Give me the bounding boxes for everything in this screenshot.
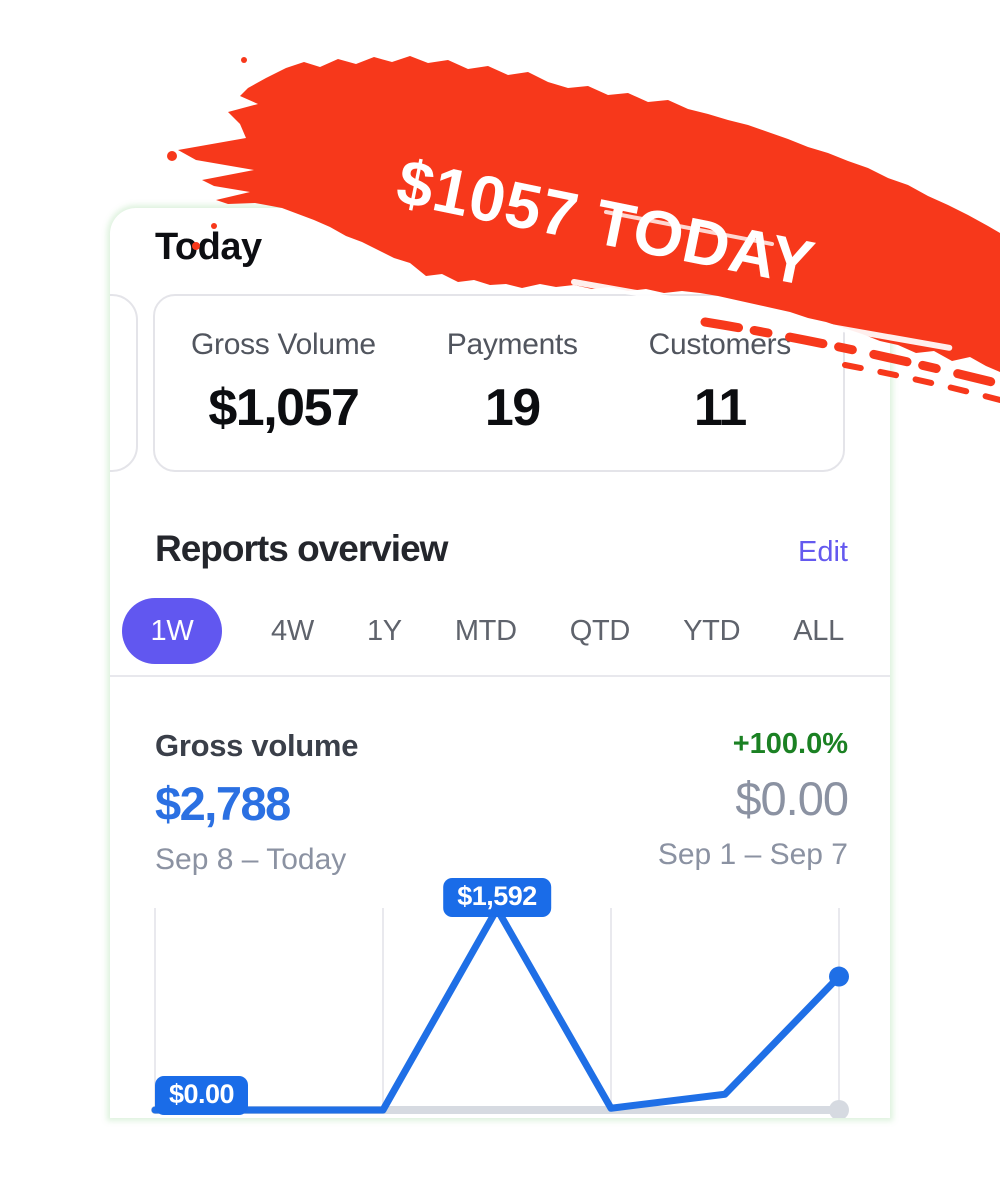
tab-ytd[interactable]: YTD [683,614,741,647]
stripe-dashboard-screenshot: Today Gross Volume $1,057 Payments 19 Cu… [110,208,890,1118]
chart-title: Gross volume [155,728,359,763]
previous-period-range: Sep 1 – Sep 7 [657,838,848,871]
tab-mtd[interactable]: MTD [454,614,517,647]
brush-speck [167,151,177,161]
gross-volume-line-chart[interactable] [110,208,890,1118]
percent-change-badge: +100.0% [732,728,848,760]
reports-overview-title: Reports overview [155,528,448,569]
current-period-range: Sep 8 – Today [155,843,347,876]
chart-gridlines [154,908,840,1110]
tab-all[interactable]: ALL [793,614,844,647]
tab-1w[interactable]: 1W [122,598,222,664]
brush-speck [241,57,247,63]
previous-period-amount: $0.00 [735,772,849,825]
current-period-amount: $2,788 [155,777,291,830]
adjacent-card-edge[interactable] [110,294,138,472]
edit-button[interactable]: Edit [798,536,848,568]
chart-callout-peak: $1,592 [443,878,551,917]
tab-qtd[interactable]: QTD [569,614,631,647]
report-range-tabs: 1W 4W 1Y MTD QTD YTD ALL [122,598,848,664]
stat-value: 11 [693,379,747,437]
tab-1y[interactable]: 1Y [366,614,402,647]
chart-series [151,905,849,1118]
chart-callout-zero: $0.00 [155,1076,249,1115]
tab-4w[interactable]: 4W [271,614,314,647]
stat-value: $1,057 [208,379,360,437]
section-divider [110,675,890,677]
stat-value: 19 [484,379,541,437]
